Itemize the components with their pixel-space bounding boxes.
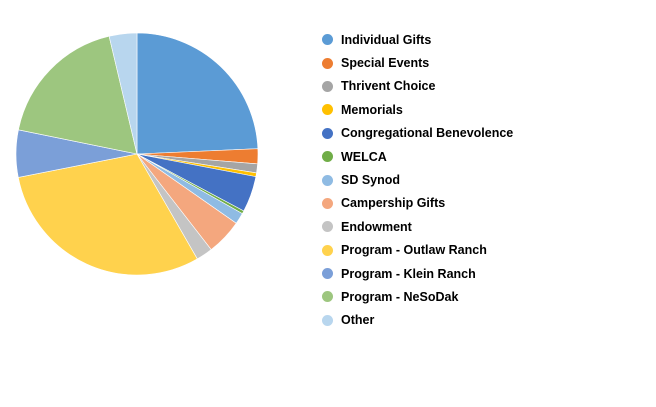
legend-swatch [322, 127, 333, 139]
pie-slice-program-outlaw-ranch [17, 153, 198, 276]
legend-item-endowment: Endowment [322, 215, 513, 238]
legend-swatch [322, 244, 333, 256]
legend-swatch [322, 314, 333, 326]
legend-item-thrivent-choice: Thrivent Choice [322, 75, 513, 98]
legend-label: Program - Outlaw Ranch [341, 243, 487, 258]
pie-slice-other [108, 32, 138, 155]
legend-label: Congregational Benevolence [341, 126, 514, 141]
legend-label: Campership Gifts [341, 196, 446, 211]
legend-label: Program - NeSoDak [341, 289, 459, 304]
legend-swatch [322, 268, 333, 280]
legend-swatch [322, 80, 333, 92]
legend-item-program-klein-ranch: Program - Klein Ranch [322, 262, 513, 285]
legend-item-program-outlaw-ranch: Program - Outlaw Ranch [322, 239, 513, 262]
legend-label: Endowment [341, 219, 412, 234]
legend-label: Program - Klein Ranch [341, 266, 476, 281]
legend-label: Memorials [341, 102, 403, 117]
legend-item-campership-gifts: Campership Gifts [322, 192, 513, 215]
legend-label: WELCA [341, 149, 387, 164]
legend-item-congregational-benevolence: Congregational Benevolence [322, 122, 513, 145]
pie-slice-individual-gifts [136, 32, 259, 155]
legend-item-sd-synod: SD Synod [322, 168, 513, 191]
legend-swatch [322, 151, 333, 163]
legend-item-memorials: Memorials [322, 98, 513, 121]
legend-swatch [322, 104, 333, 116]
legend-swatch [322, 34, 333, 46]
legend-swatch [322, 197, 333, 209]
legend-item-other: Other [322, 309, 513, 332]
legend-item-individual-gifts: Individual Gifts [322, 28, 513, 51]
legend-item-special-events: Special Events [322, 51, 513, 74]
legend-label: Thrivent Choice [341, 79, 436, 94]
legend-label: SD Synod [341, 173, 401, 188]
legend-label: Individual Gifts [341, 32, 432, 47]
pie-slice-program-nesodak [18, 35, 138, 155]
legend-swatch [322, 174, 333, 186]
pie-chart [15, 32, 259, 276]
legend-swatch [322, 291, 333, 303]
legend-label: Other [341, 313, 375, 328]
legend-item-welca: WELCA [322, 145, 513, 168]
legend-swatch [322, 57, 333, 69]
legend-item-program-nesodak: Program - NeSoDak [322, 285, 513, 308]
legend: Individual Gifts Special Events Thrivent C… [322, 28, 513, 332]
legend-swatch [322, 221, 333, 233]
legend-label: Special Events [341, 56, 430, 71]
